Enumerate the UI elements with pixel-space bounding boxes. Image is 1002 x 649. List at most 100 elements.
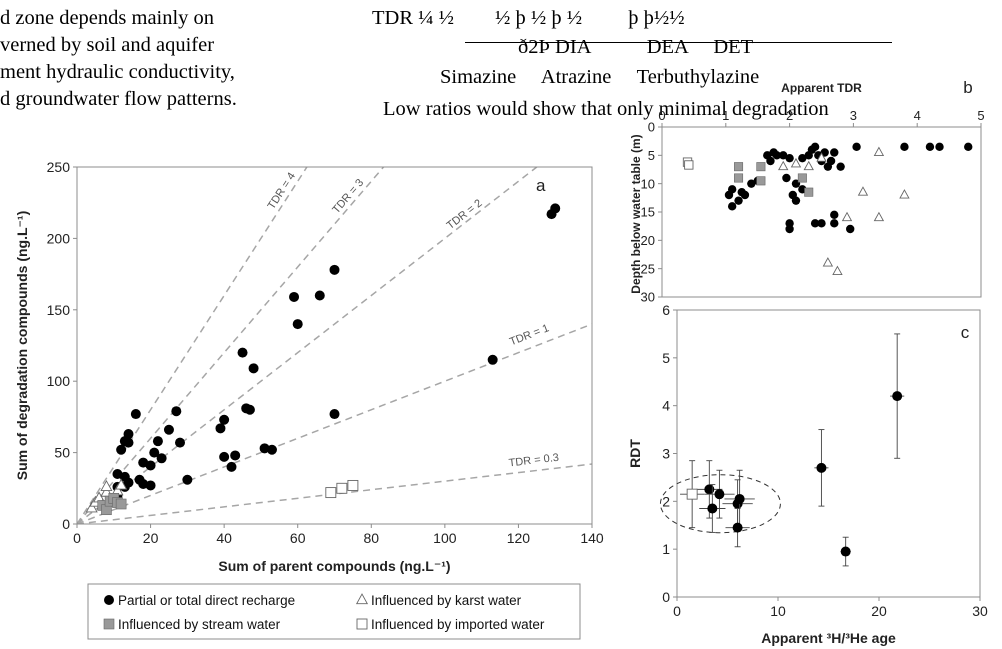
data-point-open-triangle [822,257,834,267]
x-tick-label: 20 [871,603,887,619]
data-point-filled-circle [935,142,944,152]
x-tick-label: 2 [786,108,793,123]
data-point-open-square [336,482,348,494]
y-tick-label: 2 [662,493,670,509]
y-tick-label: 0 [648,120,655,135]
y-tick-label: 250 [47,159,71,175]
y-tick-label: 0 [62,516,70,532]
low-ratios-text: Low ratios would show that only minimal … [383,98,829,120]
x-tick-label: 0 [673,603,681,619]
data-point-filled-circle [226,461,237,472]
legend-box [87,583,581,640]
data-point-gray-square [797,173,807,183]
data-point-filled-circle [892,391,903,402]
data-point-filled-circle [747,179,756,188]
data-point-filled-circle [487,354,498,365]
data-point-gray-square [734,162,744,172]
data-point-gray-square [734,173,744,183]
data-point-filled-circle [732,522,743,533]
data-point-filled-circle [707,503,718,514]
x-tick-label: 140 [580,530,604,546]
data-point-filled-circle [175,437,185,448]
series-filled-circle [112,203,561,501]
ratio-line [77,167,538,524]
data-point-filled-circle [791,196,801,205]
data-point-filled-circle [237,347,248,358]
y-tick-label: 150 [47,302,71,318]
y-tick-label: 30 [641,290,655,305]
ratio-line-label: TDR = 3 [330,177,366,216]
data-point-filled-circle [289,291,300,302]
data-point-filled-circle [314,290,325,301]
data-point-filled-circle [152,436,163,447]
data-point-filled-circle [798,153,807,163]
x-tick-label: 40 [216,530,232,546]
body-text-line-3: ment hydraulic conductivity, [0,61,235,83]
x-tick-label: 100 [433,530,457,546]
data-point-filled-circle [727,202,737,211]
equation-top: TDR ¼ ½ ½ þ ½ þ ½ þ þ½½ [372,7,685,29]
data-point-filled-circle [116,444,127,455]
data-point-filled-circle [145,480,156,491]
y-tick-label: 6 [662,302,670,318]
series-gray-square [97,492,127,516]
x-tick-label: 1 [722,108,729,123]
data-point-open-triangle [873,211,885,222]
data-point-open-triangle [873,146,885,157]
data-point-filled-circle [266,444,277,455]
y-tick-label: 3 [662,446,670,462]
data-point-open-triangle [778,160,789,171]
data-point-filled-circle [785,153,794,163]
x-tick-label: 5 [977,108,984,123]
data-point-filled-circle [550,203,561,214]
ratio-line-label: TDR = 0.3 [508,452,559,470]
panel-label: c [961,323,970,342]
data-point-open-square [347,479,359,491]
x-tick-label: 4 [914,108,921,123]
legend-label: Partial or total direct recharge [118,593,295,608]
data-point-filled-circle [817,219,826,228]
data-point-open-square [686,488,698,500]
data-point-filled-circle [785,224,794,234]
ratio-line [77,167,385,524]
ratio-line [77,463,592,524]
data-point-filled-circle [714,489,725,500]
data-point-filled-circle [782,173,791,183]
data-point-filled-circle [810,142,820,152]
y-tick-label: 100 [47,373,71,389]
legend-label: Influenced by karst water [371,593,522,608]
x-tick-label: 0 [73,530,81,546]
x-tick-label: 120 [507,530,531,546]
data-point-filled-circle [130,409,141,420]
equation-denominator: ð2Þ DIA DEA DET [518,36,754,58]
data-point-filled-circle [149,447,160,458]
data-point-filled-circle [830,219,839,228]
panel-c: 0 10 20 30 0 1 2 3 4 5 6 c Apparent ³H/³He age RDT [627,302,988,646]
x-tick-label: 80 [363,530,379,546]
data-point-filled-circle [145,460,156,471]
data-point-filled-circle [772,151,782,160]
data-point-open-triangle [115,478,128,490]
data-point-filled-circle [215,423,226,434]
series-open-square [325,479,359,499]
data-point-filled-circle [734,196,743,205]
data-point-filled-circle [816,462,827,473]
data-point-gray-square [804,187,814,197]
y-tick-label: 0 [662,589,670,605]
data-point-filled-circle [724,190,734,200]
y-tick-label: 15 [641,205,655,220]
x-axis-title: Sum of parent compounds (ng.L⁻¹) [218,558,450,574]
ratio-line-label: TDR = 2 [445,197,485,232]
body-text-line-4: d groundwater flow patterns. [0,88,237,110]
data-point-filled-circle [182,474,193,485]
x-tick-label: 30 [972,603,988,619]
x-axis-title: Apparent TDR [781,81,862,95]
series-open-square [682,157,694,170]
data-point-filled-circle [852,142,861,152]
series-filled-circle [724,142,973,234]
data-point-filled-circle [964,142,973,152]
data-point-filled-circle [163,424,174,435]
data-point-open-triangle [841,211,853,222]
data-point-filled-circle [230,450,241,461]
